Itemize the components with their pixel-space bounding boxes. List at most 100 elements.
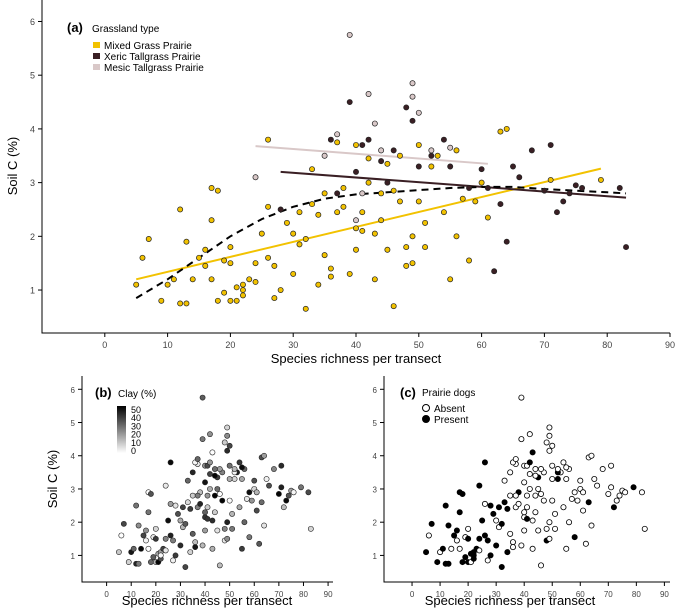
point-present <box>423 549 430 556</box>
point-clay <box>120 520 127 527</box>
point-absent <box>549 462 556 469</box>
point-mixed <box>290 270 297 277</box>
point-absent <box>641 525 648 532</box>
point-clay <box>187 506 194 512</box>
point-mesic <box>365 91 372 97</box>
point-absent <box>588 452 595 459</box>
point-absent <box>594 482 601 489</box>
point-clay <box>192 539 199 546</box>
point-mixed <box>309 166 315 173</box>
point-mixed <box>327 273 334 280</box>
point-mixed <box>202 246 209 253</box>
point-mixed <box>277 287 284 293</box>
legend-swatch-mesic <box>93 64 100 70</box>
point-mixed <box>302 305 309 312</box>
point-clay <box>271 466 277 472</box>
point-clay <box>290 489 297 496</box>
point-xeric <box>616 185 623 191</box>
point-clay <box>224 519 231 526</box>
point-clay <box>197 501 204 507</box>
point-absent <box>566 519 573 526</box>
panel-a-points <box>133 31 629 312</box>
point-clay <box>298 484 304 491</box>
panel-a-legend: (a) Grassland type Mixed Grass Prairie X… <box>67 20 204 74</box>
point-clay <box>187 549 194 555</box>
y-tick-label: 3 <box>373 485 378 494</box>
point-clay <box>261 522 267 529</box>
point-absent <box>616 492 623 499</box>
point-clay <box>199 436 206 443</box>
point-clay <box>167 532 174 539</box>
point-mesic <box>334 131 341 138</box>
point-clay <box>150 554 157 560</box>
colorbar-title: Clay (%) <box>118 389 156 400</box>
point-absent <box>512 492 519 499</box>
point-mesic <box>378 147 385 154</box>
point-absent <box>622 489 629 496</box>
x-tick-label: 40 <box>351 340 361 350</box>
point-clay <box>248 497 255 504</box>
point-absent <box>507 530 514 537</box>
point-absent <box>518 436 525 443</box>
point-mixed <box>233 297 240 304</box>
point-absent <box>476 547 483 554</box>
point-mixed <box>302 236 309 242</box>
point-mixed <box>158 297 165 304</box>
x-tick-label: 50 <box>414 340 424 350</box>
point-absent <box>509 539 516 546</box>
point-xeric <box>579 185 586 191</box>
point-mixed <box>208 217 215 224</box>
point-mixed <box>196 254 202 261</box>
point-clay <box>145 545 152 552</box>
point-clay <box>199 542 206 549</box>
point-mesic <box>359 190 366 197</box>
point-mixed <box>258 230 265 237</box>
point-xeric <box>447 163 454 170</box>
point-present <box>493 542 500 549</box>
x-tick-label: 30 <box>288 340 298 350</box>
panel-c-legend: Prairie dogs Absent Present <box>422 388 475 426</box>
point-mesic <box>415 109 422 116</box>
point-clay <box>261 452 267 459</box>
point-absent <box>465 525 472 532</box>
point-xeric <box>353 168 359 175</box>
panel-a-axes <box>41 0 670 334</box>
y-tick-label: 5 <box>30 71 35 81</box>
point-clay <box>253 507 260 514</box>
point-xeric <box>334 190 341 197</box>
point-present <box>481 459 488 466</box>
panel-c-label: (c) <box>400 385 416 400</box>
panel-a-label: (a) <box>67 20 83 35</box>
x-tick-label: 30 <box>176 590 185 599</box>
point-absent <box>538 562 545 569</box>
panel-c: 1 2 3 4 5 6 0 10 20 30 40 50 60 70 80 90 Species richn… <box>373 376 670 608</box>
point-clay <box>177 542 184 549</box>
point-absent <box>582 540 589 547</box>
point-mixed <box>403 262 410 269</box>
point-clay <box>118 532 125 539</box>
point-mixed <box>353 246 359 253</box>
point-mixed <box>453 147 460 154</box>
point-mixed <box>214 187 221 194</box>
point-mixed <box>447 276 454 283</box>
point-mixed <box>428 163 435 170</box>
point-clay <box>224 447 231 454</box>
point-present <box>434 559 441 566</box>
point-absent <box>568 495 575 502</box>
point-present <box>585 499 592 506</box>
panel-b-axes <box>81 376 333 583</box>
legend-label-absent: Absent <box>434 404 465 415</box>
point-mixed <box>484 214 491 221</box>
y-tick-label: 6 <box>71 386 76 395</box>
point-clay <box>157 552 164 559</box>
y-tick-label: 5 <box>373 419 378 428</box>
point-mesic <box>321 152 328 159</box>
point-absent <box>552 525 559 532</box>
legend-label-xeric: Xeric Tallgrass Prairie <box>104 52 201 63</box>
point-clay <box>202 527 208 534</box>
panel-c-y-ticks: 1 2 3 4 5 6 <box>373 386 384 561</box>
panel-b-x-ticks: 0 10 20 30 40 50 60 70 80 90 <box>104 582 333 599</box>
point-mixed <box>353 225 359 232</box>
